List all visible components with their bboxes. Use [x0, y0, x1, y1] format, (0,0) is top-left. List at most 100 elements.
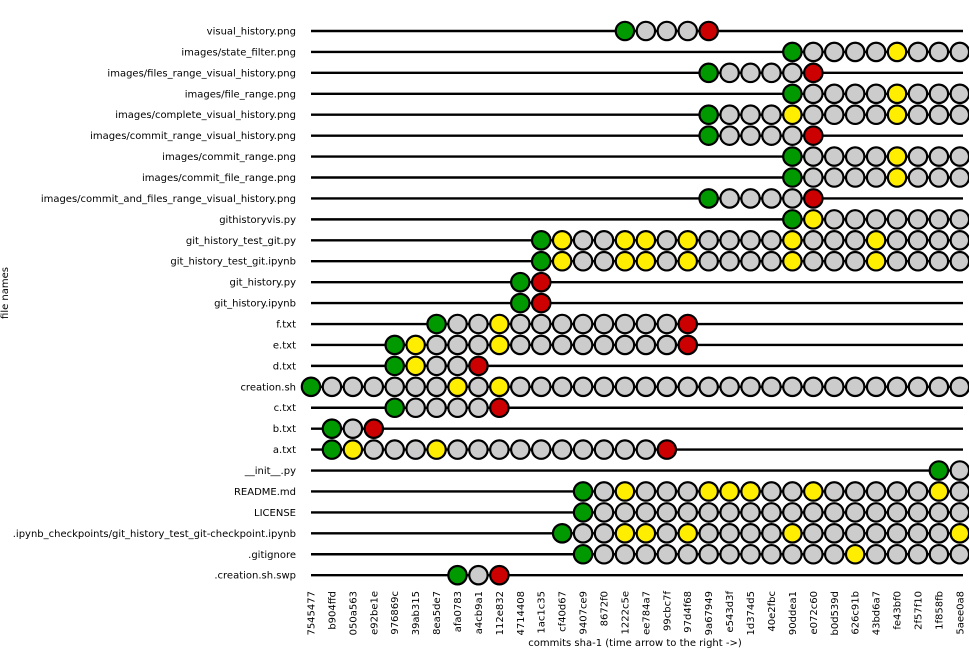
state-marker-unchanged — [572, 376, 594, 398]
state-marker-unchanged — [844, 502, 866, 523]
state-marker-unchanged — [761, 125, 782, 146]
state-marker-unchanged — [761, 230, 782, 251]
commit-sha-label: 1ac1c35 — [537, 591, 548, 634]
state-marker-unchanged — [740, 543, 761, 565]
state-marker-unchanged — [593, 376, 615, 398]
state-marker-unchanged — [426, 355, 447, 377]
state-marker-created — [551, 523, 573, 544]
state-marker-unchanged — [698, 523, 719, 544]
state-marker-unchanged — [865, 502, 887, 523]
state-marker-unchanged — [907, 104, 929, 126]
state-marker-unchanged — [803, 250, 824, 272]
commit-sha-label: 8672f0 — [600, 591, 611, 626]
state-marker-unchanged — [677, 376, 699, 398]
state-marker-created — [384, 334, 406, 356]
state-marker-unchanged — [907, 146, 929, 167]
state-marker-modified — [803, 209, 824, 230]
state-marker-unchanged — [719, 376, 740, 398]
state-marker-created — [530, 250, 552, 272]
commit-sha-label: 112e832 — [495, 591, 506, 635]
state-marker-unchanged — [656, 313, 678, 335]
state-marker-unchanged — [782, 502, 803, 523]
state-markers — [300, 20, 969, 586]
state-marker-modified — [886, 146, 908, 167]
state-marker-unchanged — [907, 481, 929, 502]
file-name-label: images/files_range_visual_history.png — [107, 68, 296, 79]
state-marker-unchanged — [949, 104, 969, 126]
state-marker-unchanged — [719, 188, 740, 209]
state-marker-created — [698, 188, 719, 209]
state-marker-created — [384, 397, 406, 419]
state-marker-unchanged — [740, 523, 761, 544]
state-marker-unchanged — [886, 209, 908, 230]
state-marker-modified — [489, 376, 510, 398]
state-marker-unchanged — [761, 104, 782, 126]
state-marker-modified — [886, 83, 908, 105]
state-marker-unchanged — [803, 376, 824, 398]
state-marker-unchanged — [782, 376, 803, 398]
state-marker-modified — [447, 376, 468, 398]
state-marker-unchanged — [614, 543, 636, 565]
state-marker-unchanged — [823, 104, 845, 126]
state-marker-unchanged — [677, 543, 699, 565]
state-marker-unchanged — [865, 83, 887, 105]
state-marker-unchanged — [509, 334, 531, 356]
state-marker-unchanged — [572, 313, 594, 335]
state-marker-unchanged — [907, 230, 929, 251]
file-name-label: images/state_filter.png — [181, 47, 296, 58]
state-marker-unchanged — [593, 230, 615, 251]
state-marker-unchanged — [949, 543, 969, 565]
state-marker-unchanged — [865, 376, 887, 398]
state-marker-modified — [551, 250, 573, 272]
commit-sha-label: 2f57f10 — [913, 591, 924, 630]
state-marker-unchanged — [656, 502, 678, 523]
commit-sha-label: 9407ce9 — [579, 591, 590, 634]
state-marker-unchanged — [844, 41, 866, 63]
file-name-label: d.txt — [273, 361, 296, 372]
file-name-label: c.txt — [274, 403, 297, 414]
state-marker-modified — [886, 41, 908, 63]
state-marker-unchanged — [447, 355, 468, 377]
state-marker-unchanged — [740, 125, 761, 146]
state-marker-modified — [551, 230, 573, 251]
state-marker-modified — [614, 250, 636, 272]
commit-sha-label: 4714408 — [516, 591, 527, 636]
state-marker-unchanged — [509, 313, 531, 335]
state-marker-modified — [865, 250, 887, 272]
state-marker-unchanged — [719, 125, 740, 146]
state-marker-unchanged — [823, 41, 845, 63]
state-marker-unchanged — [907, 209, 929, 230]
state-marker-unchanged — [928, 104, 950, 126]
state-marker-unchanged — [593, 543, 615, 565]
file-name-label: a.txt — [273, 445, 296, 456]
file-name-label: git_history.py — [230, 278, 297, 289]
state-marker-unchanged — [635, 481, 657, 502]
state-marker-deleted — [468, 355, 489, 377]
file-name-label: visual_history.png — [207, 27, 296, 38]
state-marker-unchanged — [593, 439, 615, 460]
commit-sha-label: 5aee0a8 — [955, 591, 966, 635]
state-marker-created — [509, 271, 531, 293]
state-marker-unchanged — [928, 376, 950, 398]
state-marker-unchanged — [614, 334, 636, 356]
commit-sha-label: a4cb9a1 — [474, 591, 485, 634]
state-marker-modified — [677, 230, 699, 251]
state-marker-unchanged — [803, 230, 824, 251]
state-marker-created — [426, 313, 447, 335]
state-marker-modified — [405, 355, 426, 377]
state-marker-unchanged — [886, 376, 908, 398]
state-marker-unchanged — [677, 20, 699, 42]
state-marker-unchanged — [551, 439, 573, 460]
state-marker-unchanged — [928, 543, 950, 565]
state-marker-created — [447, 564, 468, 586]
state-marker-unchanged — [677, 502, 699, 523]
commit-sha-label: 1222c5e — [620, 591, 631, 634]
file-name-label: e.txt — [273, 340, 296, 351]
commit-sha-label: 90ddea1 — [788, 591, 799, 635]
state-marker-unchanged — [761, 502, 782, 523]
state-marker-unchanged — [635, 334, 657, 356]
state-marker-unchanged — [823, 209, 845, 230]
state-marker-created — [572, 543, 594, 565]
commit-sha-label: b0d539d — [830, 591, 841, 636]
